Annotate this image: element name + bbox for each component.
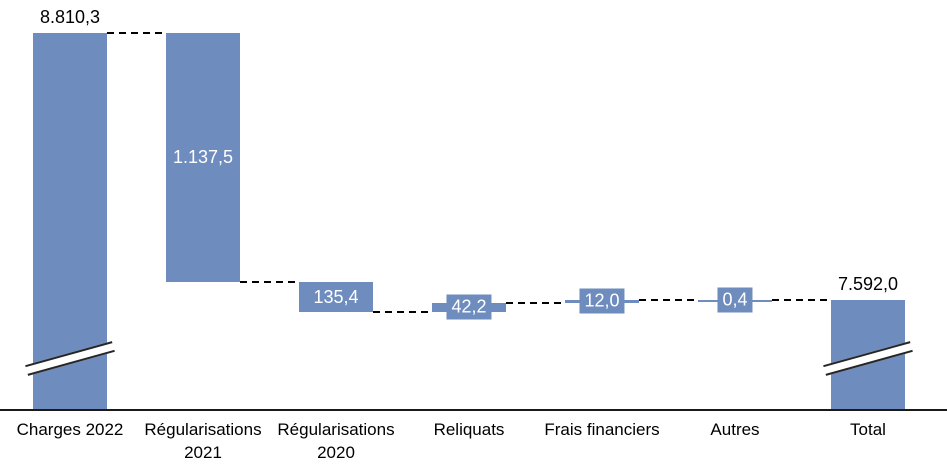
- bar-regularisations-2021: [166, 33, 240, 283]
- value-label-charges-2022: 8.810,3: [39, 7, 101, 27]
- value-label-reliquats: 42,2: [446, 294, 492, 320]
- category-label-reliquats: Reliquats: [433, 420, 505, 439]
- category-label-regularisations-2020: Régularisations 2020: [277, 420, 395, 462]
- category-label-charges-2022: Charges 2022: [16, 420, 124, 439]
- value-label-total: 7.592,0: [837, 274, 899, 294]
- bar-regularisations-2020: [299, 282, 373, 312]
- value-label-regularisations-2021: 1.137,5: [172, 147, 234, 168]
- category-label-regularisations-2021: Régularisations 2021: [144, 420, 262, 462]
- connector-line: [772, 299, 831, 301]
- connector-line: [373, 310, 432, 313]
- connector-line: [506, 301, 565, 304]
- value-label-autres: 0,4: [717, 287, 753, 313]
- category-label-frais-financiers: Frais financiers: [544, 420, 660, 439]
- category-label-autres: Autres: [710, 420, 760, 439]
- connector-line: [240, 281, 299, 284]
- value-label-frais-financiers: 12,0: [579, 288, 625, 314]
- category-label-total: Total: [850, 420, 886, 439]
- value-label-regularisations-2020: 135,4: [313, 286, 359, 307]
- connector-line: [639, 299, 698, 302]
- connector-line: [107, 32, 166, 34]
- x-axis-line: [0, 409, 947, 411]
